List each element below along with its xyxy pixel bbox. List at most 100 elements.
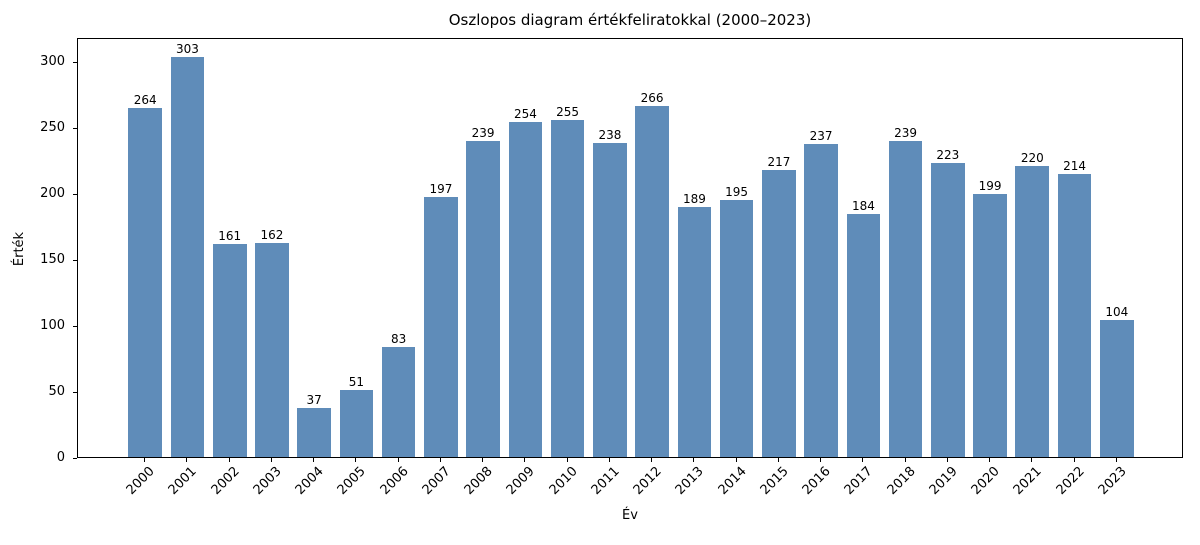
bar-value-label: 254 [513, 106, 537, 121]
x-tick-mark [820, 458, 822, 462]
x-tick-mark [270, 458, 272, 462]
bar-2009 [508, 121, 543, 457]
x-tick-label: 2002 [208, 464, 243, 499]
x-tick-label: 2009 [503, 464, 538, 499]
x-tick-mark [651, 458, 653, 462]
bar-2005 [339, 389, 374, 457]
bar-value-label: 255 [556, 105, 580, 120]
bar-value-label: 217 [767, 155, 791, 170]
x-tick-mark [566, 458, 568, 462]
x-tick-mark [186, 458, 188, 462]
bar-value-label: 303 [175, 41, 199, 56]
bar-2006 [381, 347, 416, 457]
bar-2011 [593, 142, 627, 457]
bar-2020 [973, 194, 1007, 457]
y-tick-mark [73, 61, 77, 63]
bar-2007 [424, 196, 458, 457]
y-tick-mark [73, 127, 77, 129]
bar-value-label: 239 [894, 126, 918, 141]
x-tick-mark [1031, 458, 1033, 462]
bar-value-label: 197 [429, 181, 453, 196]
x-tick-label: 2010 [546, 464, 581, 499]
x-tick-mark [946, 458, 948, 462]
bar-value-label: 220 [1020, 151, 1044, 166]
x-tick-label: 2019 [926, 464, 961, 499]
x-tick-mark [524, 458, 526, 462]
x-axis-label: Év [622, 508, 638, 523]
x-tick-mark [608, 458, 610, 462]
x-tick-mark [693, 458, 695, 462]
bar-2012 [635, 105, 669, 457]
y-tick-label: 300 [40, 53, 65, 69]
x-tick-label: 2001 [165, 464, 200, 499]
bar-value-label: 184 [851, 199, 875, 213]
x-tick-mark [1115, 458, 1117, 462]
bar-value-label: 195 [725, 184, 749, 199]
bar-value-label: 266 [640, 90, 664, 105]
y-tick-label: 0 [56, 450, 65, 465]
x-tick-label: 2008 [461, 464, 496, 499]
x-tick-mark [989, 458, 991, 462]
x-tick-mark [313, 458, 315, 462]
y-tick-label: 100 [40, 317, 65, 333]
x-tick-mark [439, 458, 441, 462]
x-tick-mark [397, 458, 399, 462]
bar-value-label: 239 [471, 126, 495, 141]
bar-2015 [762, 170, 796, 457]
x-tick-mark [735, 458, 737, 462]
x-tick-label: 2015 [757, 464, 792, 499]
x-tick-mark [355, 458, 357, 462]
y-tick-label: 200 [40, 185, 65, 201]
bar-value-label: 161 [218, 229, 242, 244]
bar-value-label: 162 [260, 228, 284, 242]
bar-2023 [1099, 319, 1134, 457]
bar-2002 [212, 244, 247, 457]
bar-2004 [297, 408, 332, 457]
y-tick-label: 50 [48, 384, 65, 399]
bar-2003 [255, 243, 289, 457]
bar-value-label: 37 [306, 393, 322, 408]
bar-value-label: 214 [1063, 159, 1087, 174]
bar-value-label: 189 [682, 192, 706, 207]
bar-2018 [888, 141, 923, 457]
x-tick-label: 2007 [419, 464, 454, 499]
x-tick-label: 2004 [292, 464, 327, 499]
bar-2017 [846, 214, 881, 457]
bar-2016 [804, 144, 838, 457]
x-tick-mark [862, 458, 864, 462]
bar-2022 [1057, 174, 1092, 457]
bar-value-label: 223 [936, 147, 960, 162]
bar-2000 [128, 108, 163, 457]
x-tick-mark [482, 458, 484, 462]
bar-2001 [170, 56, 205, 457]
bar-value-label: 237 [809, 129, 833, 143]
y-tick-mark [73, 193, 77, 195]
x-tick-label: 2023 [1095, 464, 1130, 499]
x-tick-mark [228, 458, 230, 462]
x-tick-label: 2017 [841, 464, 876, 499]
x-tick-label: 2006 [377, 464, 412, 499]
plot-area: 264 303 161 162 37 51 83 197 239 254 255 238 266 189 1… [77, 38, 1183, 458]
bar-2014 [719, 199, 754, 457]
bar-2021 [1015, 166, 1050, 457]
x-tick-label: 2003 [250, 464, 285, 499]
chart-title: Oszlopos diagram értékfeliratokkal (2000… [448, 11, 812, 29]
x-tick-label: 2016 [799, 464, 834, 499]
x-tick-mark [777, 458, 779, 462]
y-tick-mark [73, 458, 77, 459]
x-tick-label: 2005 [334, 464, 369, 499]
x-tick-label: 2000 [123, 464, 158, 499]
x-tick-label: 2013 [672, 464, 707, 499]
x-tick-label: 2011 [588, 464, 623, 499]
y-tick-mark [73, 259, 77, 261]
bar-2013 [677, 207, 712, 457]
x-tick-mark [1073, 458, 1075, 462]
bar-value-label: 104 [1105, 304, 1129, 319]
bar-value-label: 199 [978, 179, 1002, 194]
bar-value-label: 264 [133, 93, 157, 108]
bar-2008 [466, 141, 500, 457]
x-tick-mark [904, 458, 906, 462]
y-tick-label: 150 [40, 251, 65, 267]
x-tick-label: 2021 [1010, 464, 1045, 499]
bar-2010 [550, 120, 585, 457]
